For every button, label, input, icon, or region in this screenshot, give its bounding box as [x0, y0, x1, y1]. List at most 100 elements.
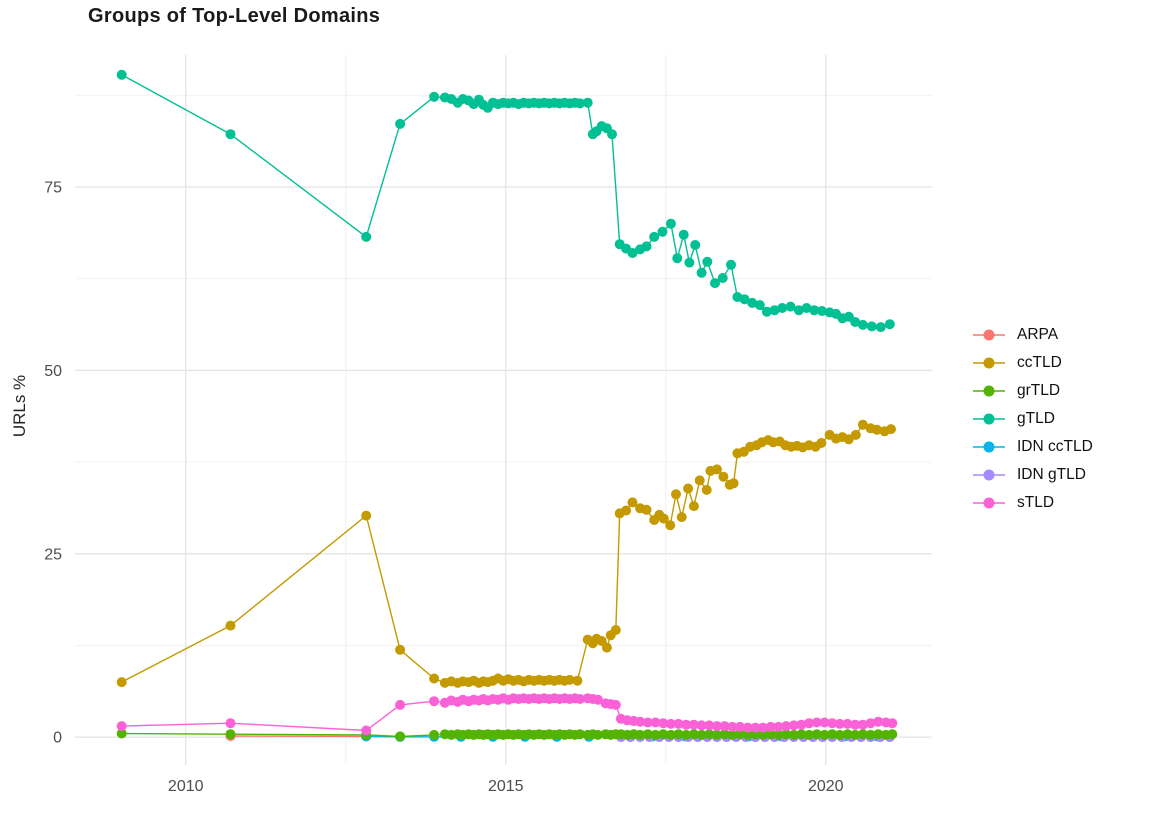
data-point — [742, 729, 753, 740]
data-point — [777, 303, 788, 313]
data-point — [742, 722, 753, 733]
legend-key-icon — [973, 469, 1005, 481]
legend-key-icon — [973, 329, 1005, 341]
data-point — [672, 253, 683, 264]
data-point — [627, 497, 638, 508]
data-point — [225, 729, 236, 740]
data-point — [641, 241, 652, 252]
legend-label: sTLD — [1017, 494, 1055, 511]
chart-title: Groups of Top-Level Domains — [88, 5, 381, 27]
data-point — [811, 729, 822, 740]
data-point — [395, 644, 406, 655]
data-point — [773, 721, 784, 732]
data-point — [719, 721, 730, 732]
data-point — [887, 729, 898, 740]
data-point — [735, 729, 745, 740]
data-point — [678, 229, 689, 240]
legend-item-grtld: grTLD — [972, 377, 1093, 405]
data-point — [676, 512, 687, 523]
legend-label: IDN gTLD — [1017, 466, 1086, 483]
data-point — [572, 675, 583, 686]
data-point — [884, 319, 895, 330]
data-point — [857, 729, 868, 740]
data-point — [754, 300, 765, 311]
data-point — [361, 725, 372, 736]
data-point — [865, 729, 876, 740]
x-tick-label: 2015 — [488, 778, 524, 795]
data-point — [704, 729, 715, 740]
data-point — [361, 510, 372, 521]
data-point — [635, 729, 646, 740]
data-point — [575, 729, 585, 740]
data-point — [804, 718, 815, 729]
data-point — [575, 694, 585, 704]
series-cctld — [116, 419, 896, 688]
data-point — [727, 729, 738, 740]
data-point — [804, 729, 815, 740]
data-point — [816, 438, 827, 448]
legend-label: IDN ccTLD — [1017, 438, 1093, 455]
data-point — [872, 424, 882, 435]
data-point — [673, 729, 684, 740]
data-point — [726, 259, 736, 270]
data-point — [718, 471, 729, 482]
data-point — [694, 475, 705, 486]
data-point — [696, 729, 707, 740]
data-point — [658, 718, 669, 729]
data-point — [395, 699, 406, 710]
data-point — [621, 505, 632, 516]
data-point — [690, 240, 701, 250]
data-point — [711, 721, 722, 732]
data-point — [665, 218, 676, 229]
data-point — [819, 717, 830, 728]
data-point — [850, 429, 861, 440]
data-point — [765, 721, 776, 732]
data-point — [673, 718, 684, 729]
data-point — [873, 716, 884, 727]
data-point — [395, 731, 406, 742]
data-point — [758, 722, 768, 733]
data-point — [688, 719, 699, 730]
data-point — [592, 729, 603, 740]
data-point — [582, 97, 593, 108]
data-point — [395, 118, 406, 129]
data-point — [711, 729, 722, 740]
legend-key-icon — [973, 441, 1005, 453]
legend-key-icon — [973, 413, 1005, 425]
legend-item-cctld: ccTLD — [972, 349, 1093, 377]
axis-labels: 0 25 50 75 2010 2015 2020 — [44, 180, 843, 795]
legend-label: ccTLD — [1017, 354, 1062, 371]
data-point — [801, 303, 812, 313]
y-axis-title: URLs % — [10, 374, 29, 438]
data-point — [116, 69, 127, 80]
data-point — [842, 718, 853, 729]
data-point — [575, 98, 585, 109]
data-point — [886, 424, 896, 435]
data-point — [796, 719, 807, 730]
data-point — [702, 256, 713, 267]
data-point — [834, 729, 845, 740]
data-point — [665, 520, 676, 531]
data-point — [710, 278, 720, 289]
data-point — [816, 306, 827, 316]
data-point — [642, 717, 653, 728]
data-point — [761, 306, 772, 317]
data-point — [809, 305, 820, 316]
data-point — [642, 729, 653, 740]
data-point — [681, 729, 692, 740]
data-point — [857, 419, 868, 430]
y-tick-label: 50 — [44, 363, 62, 380]
data-point — [773, 729, 784, 740]
data-point — [658, 513, 669, 524]
data-point — [781, 721, 792, 732]
data-point — [225, 718, 236, 729]
y-tick-label: 75 — [44, 180, 62, 197]
legend-key-icon — [973, 357, 1005, 369]
data-point — [564, 674, 575, 685]
data-point — [592, 694, 603, 705]
data-point — [857, 719, 868, 730]
data-point — [735, 721, 745, 732]
data-point — [769, 305, 780, 316]
legend-key-icon — [973, 497, 1005, 509]
data-point — [758, 729, 768, 740]
